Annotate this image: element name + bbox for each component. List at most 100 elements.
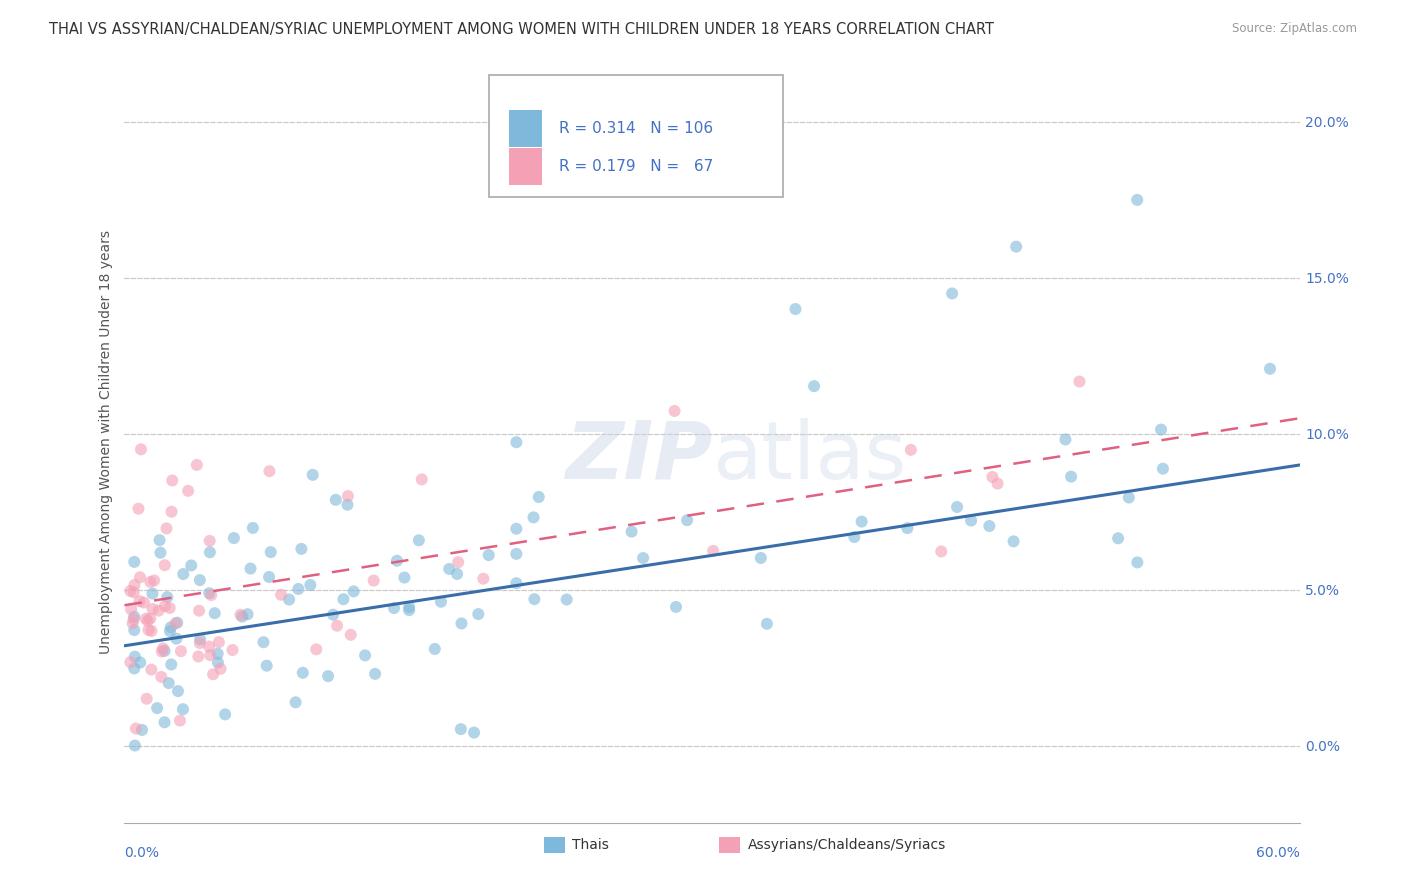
Point xyxy=(1005,240,1028,254)
Point xyxy=(278,592,301,607)
Point xyxy=(332,592,354,607)
Point xyxy=(153,558,176,573)
Point xyxy=(159,601,181,615)
Point xyxy=(522,510,544,524)
Point xyxy=(120,602,142,616)
Point xyxy=(382,601,405,615)
Point xyxy=(467,607,489,621)
Point xyxy=(252,635,274,649)
Point xyxy=(411,472,433,486)
Point xyxy=(946,500,969,514)
Point xyxy=(180,558,202,573)
Point xyxy=(257,570,280,584)
Text: THAI VS ASSYRIAN/CHALDEAN/SYRIAC UNEMPLOYMENT AMONG WOMEN WITH CHILDREN UNDER 18: THAI VS ASSYRIAN/CHALDEAN/SYRIAC UNEMPLO… xyxy=(49,22,994,37)
Text: ZIP: ZIP xyxy=(565,417,713,496)
Point xyxy=(122,612,145,626)
Point xyxy=(128,594,150,608)
Point xyxy=(165,616,187,631)
Point xyxy=(209,662,232,676)
Point xyxy=(505,547,527,561)
Point xyxy=(447,555,470,569)
Point xyxy=(1060,469,1083,483)
Point xyxy=(398,600,420,615)
Point xyxy=(1118,491,1140,505)
Point xyxy=(143,574,166,588)
Point xyxy=(229,607,252,622)
Point xyxy=(478,548,501,562)
Point xyxy=(450,722,472,736)
Point xyxy=(523,592,546,607)
Point xyxy=(326,618,349,632)
FancyBboxPatch shape xyxy=(509,148,541,185)
Point xyxy=(472,572,495,586)
Point xyxy=(124,649,146,664)
Text: Source: ZipAtlas.com: Source: ZipAtlas.com xyxy=(1232,22,1357,36)
Point xyxy=(148,533,170,548)
Point xyxy=(135,691,157,706)
FancyBboxPatch shape xyxy=(489,75,783,197)
Point xyxy=(200,588,222,602)
Point xyxy=(131,723,153,737)
Point xyxy=(207,647,229,661)
Point xyxy=(1126,193,1149,207)
Point xyxy=(157,676,180,690)
Text: 0.0%: 0.0% xyxy=(125,846,159,860)
Point xyxy=(1258,361,1281,376)
Point xyxy=(198,545,221,559)
Point xyxy=(339,628,361,642)
Point xyxy=(149,546,172,560)
Point xyxy=(166,615,188,630)
Point xyxy=(122,555,145,569)
Point xyxy=(336,498,359,512)
Point xyxy=(1126,555,1149,569)
Point xyxy=(364,666,387,681)
Point xyxy=(167,684,190,698)
Point xyxy=(423,642,446,657)
Point xyxy=(204,606,226,620)
Point xyxy=(305,642,328,657)
Point xyxy=(301,467,323,482)
Point xyxy=(941,286,963,301)
Text: R = 0.179   N =   67: R = 0.179 N = 67 xyxy=(560,159,714,174)
Point xyxy=(979,519,1001,533)
Point xyxy=(755,616,778,631)
Point xyxy=(1152,461,1174,475)
Point xyxy=(239,561,262,575)
Point xyxy=(159,624,181,638)
Point xyxy=(439,562,461,576)
Point xyxy=(122,623,145,637)
Point xyxy=(159,620,181,634)
Point xyxy=(177,483,200,498)
Point xyxy=(172,702,194,716)
Point xyxy=(122,609,145,624)
Point xyxy=(851,515,873,529)
Point xyxy=(200,648,222,662)
Point xyxy=(122,585,145,599)
Point xyxy=(284,695,307,709)
Point xyxy=(127,501,149,516)
Point xyxy=(202,667,225,681)
Point xyxy=(270,588,292,602)
Point xyxy=(188,632,211,647)
Point xyxy=(343,584,366,599)
Point xyxy=(1069,375,1091,389)
Point xyxy=(749,551,772,566)
Point xyxy=(155,521,177,535)
Point xyxy=(162,474,184,488)
Point xyxy=(160,657,183,672)
Point xyxy=(207,656,229,670)
Point xyxy=(198,640,221,654)
Point xyxy=(231,609,253,624)
Point xyxy=(960,514,983,528)
Point xyxy=(316,669,339,683)
Text: atlas: atlas xyxy=(713,417,907,496)
Point xyxy=(141,624,163,638)
Point xyxy=(121,616,143,631)
Point xyxy=(188,604,211,618)
Point xyxy=(135,612,157,626)
Point xyxy=(929,544,952,558)
Point xyxy=(1107,531,1129,545)
Point xyxy=(125,722,148,736)
Point xyxy=(450,616,472,631)
Point xyxy=(394,570,416,584)
